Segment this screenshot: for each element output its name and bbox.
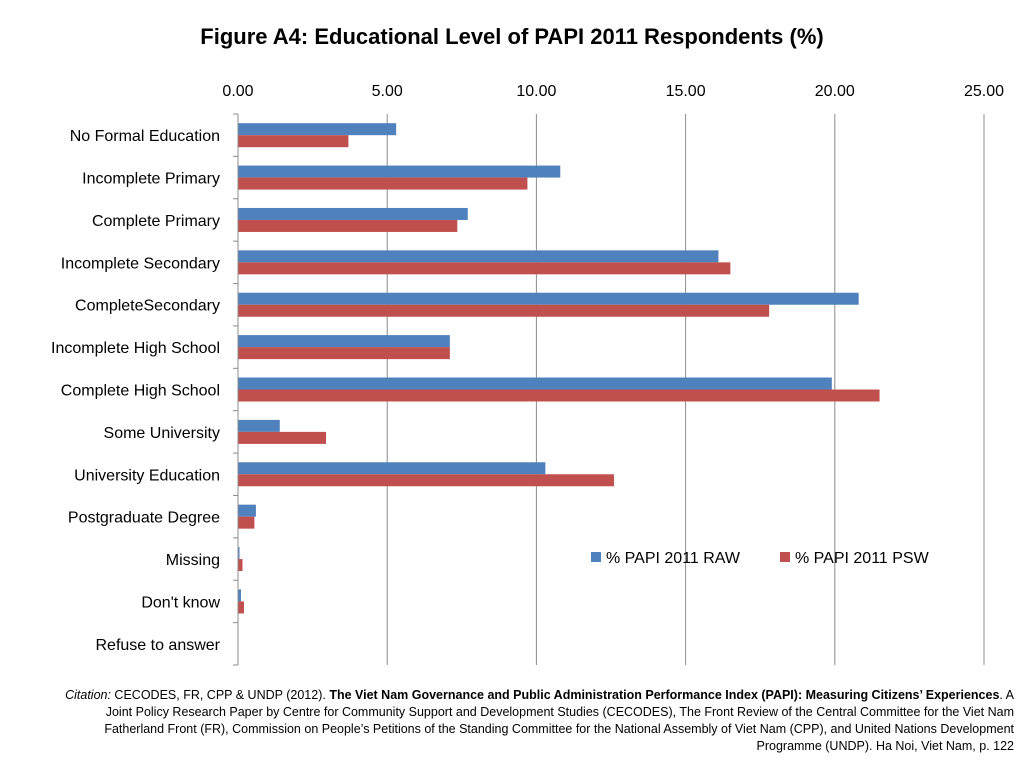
category-label: Complete High School <box>61 383 220 400</box>
category-label: No Formal Education <box>70 128 220 145</box>
chart-title: Figure A4: Educational Level of PAPI 201… <box>200 24 824 49</box>
bar-raw <box>238 250 719 263</box>
bar-psw <box>238 601 244 614</box>
x-tick-label: 20.00 <box>815 83 855 100</box>
bar-psw <box>238 431 327 444</box>
category-label: Incomplete High School <box>51 340 220 357</box>
legend-swatch <box>780 552 790 562</box>
citation-label: Citation: <box>65 688 111 702</box>
bar-raw <box>238 547 240 560</box>
bar-raw <box>238 462 546 475</box>
category-label: Some University <box>104 425 220 442</box>
category-label: Complete Primary <box>92 213 220 230</box>
x-tick-label: 25.00 <box>964 83 1004 100</box>
citation: Citation: CECODES, FR, CPP & UNDP (2012)… <box>60 687 1014 755</box>
bar-chart: 0.00 5.00 10.00 15.00 20.00 25.00 No Formal E… <box>51 83 1004 666</box>
category-labels: No Formal Education Incomplete Primary Com… <box>51 128 221 654</box>
bar-psw <box>238 516 255 529</box>
bar-psw <box>238 304 770 317</box>
bar-raw <box>238 589 241 602</box>
bar-raw <box>238 123 397 136</box>
category-label: Incomplete Primary <box>82 171 220 188</box>
bar-raw <box>238 335 450 348</box>
bar-psw <box>238 135 349 148</box>
bar-psw <box>238 262 731 275</box>
x-tick-label: 15.00 <box>666 83 706 100</box>
category-label: Incomplete Secondary <box>61 255 220 272</box>
x-tick-label: 5.00 <box>372 83 403 100</box>
axes <box>233 113 239 666</box>
legend-swatch <box>591 552 601 562</box>
category-label: Postgraduate Degree <box>68 510 220 527</box>
bar-raw <box>238 165 561 178</box>
bar-psw <box>238 389 880 402</box>
citation-authors: CECODES, FR, CPP & UNDP (2012). <box>110 688 330 702</box>
legend-label: % PAPI 2011 RAW <box>606 550 741 567</box>
bar-psw <box>238 219 458 232</box>
legend: % PAPI 2011 RAW % PAPI 2011 PSW <box>591 550 930 567</box>
bar-raw <box>238 292 859 305</box>
legend-label: % PAPI 2011 PSW <box>795 550 930 567</box>
category-label: Don't know <box>141 594 220 611</box>
bar-psw <box>238 347 450 360</box>
x-tick-label: 0.00 <box>222 83 253 100</box>
bar-psw <box>238 559 243 572</box>
bar-psw <box>238 474 614 487</box>
category-label: CompleteSecondary <box>75 298 220 315</box>
bars <box>238 123 880 614</box>
bar-psw <box>238 177 528 190</box>
category-label: Missing <box>166 552 220 569</box>
x-tick-label: 10.00 <box>516 83 556 100</box>
x-tick-labels: 0.00 5.00 10.00 15.00 20.00 25.00 <box>222 83 1004 100</box>
category-label: University Education <box>74 467 220 484</box>
bar-raw <box>238 377 832 390</box>
bar-raw <box>238 419 280 432</box>
category-label: Refuse to answer <box>95 637 220 654</box>
bar-raw <box>238 504 256 517</box>
citation-rest: . A Joint Policy Research Paper by Centr… <box>104 688 1014 753</box>
citation-title: The Viet Nam Governance and Public Admin… <box>329 688 1000 702</box>
bar-raw <box>238 207 468 220</box>
